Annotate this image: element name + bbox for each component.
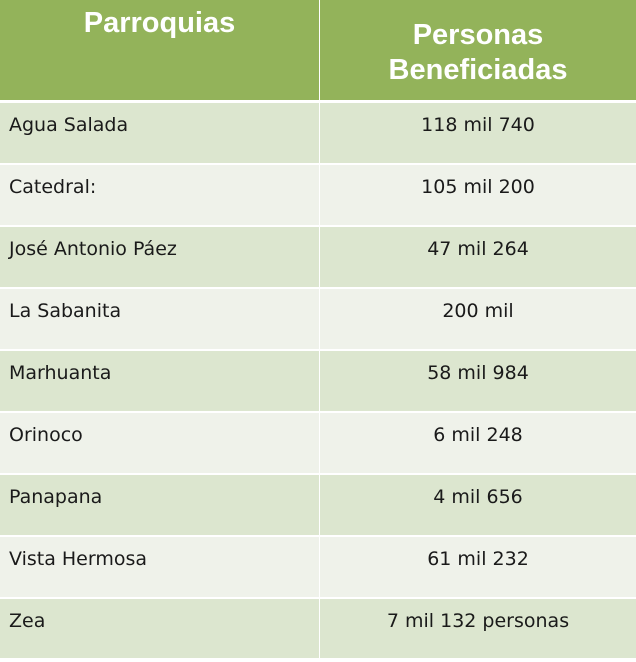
cell-personas: 105 mil 200 (319, 165, 636, 225)
cell-personas: 6 mil 248 (319, 413, 636, 473)
table-row: Zea 7 mil 132 personas (0, 599, 636, 658)
table-row: Catedral: 105 mil 200 (0, 165, 636, 227)
table-row: Vista Hermosa 61 mil 232 (0, 537, 636, 599)
cell-parroquia: La Sabanita (9, 300, 122, 322)
cell-personas: 7 mil 132 personas (319, 599, 636, 658)
table-row: José Antonio Páez 47 mil 264 (0, 227, 636, 289)
cell-personas: 118 mil 740 (319, 103, 636, 163)
cell-parroquia: Marhuanta (9, 362, 112, 384)
cell-parroquia: Vista Hermosa (9, 548, 148, 570)
table-header: Parroquias Personas Beneficiadas (0, 0, 636, 103)
cell-personas: 200 mil (319, 289, 636, 349)
cell-parroquia: Agua Salada (9, 114, 129, 136)
cell-personas: 61 mil 232 (319, 537, 636, 597)
cell-personas: 58 mil 984 (319, 351, 636, 411)
header-personas-beneficiadas: Personas Beneficiadas (319, 0, 636, 100)
cell-parroquia: Catedral: (9, 176, 97, 198)
cell-parroquia: Orinoco (9, 424, 83, 446)
header-parroquias: Parroquias (83, 7, 236, 39)
cell-parroquia: Zea (9, 610, 46, 632)
header-personas-line2: Beneficiadas (388, 54, 568, 86)
cell-personas: 47 mil 264 (319, 227, 636, 287)
header-personas-line1: Personas (412, 19, 544, 51)
cell-personas: 4 mil 656 (319, 475, 636, 535)
cell-parroquia: José Antonio Páez (9, 238, 177, 260)
cell-parroquia: Panapana (9, 486, 103, 508)
table-row: Marhuanta 58 mil 984 (0, 351, 636, 413)
table-row: Orinoco 6 mil 248 (0, 413, 636, 475)
table-row: La Sabanita 200 mil (0, 289, 636, 351)
table-row: Agua Salada 118 mil 740 (0, 103, 636, 165)
table-row: Panapana 4 mil 656 (0, 475, 636, 537)
